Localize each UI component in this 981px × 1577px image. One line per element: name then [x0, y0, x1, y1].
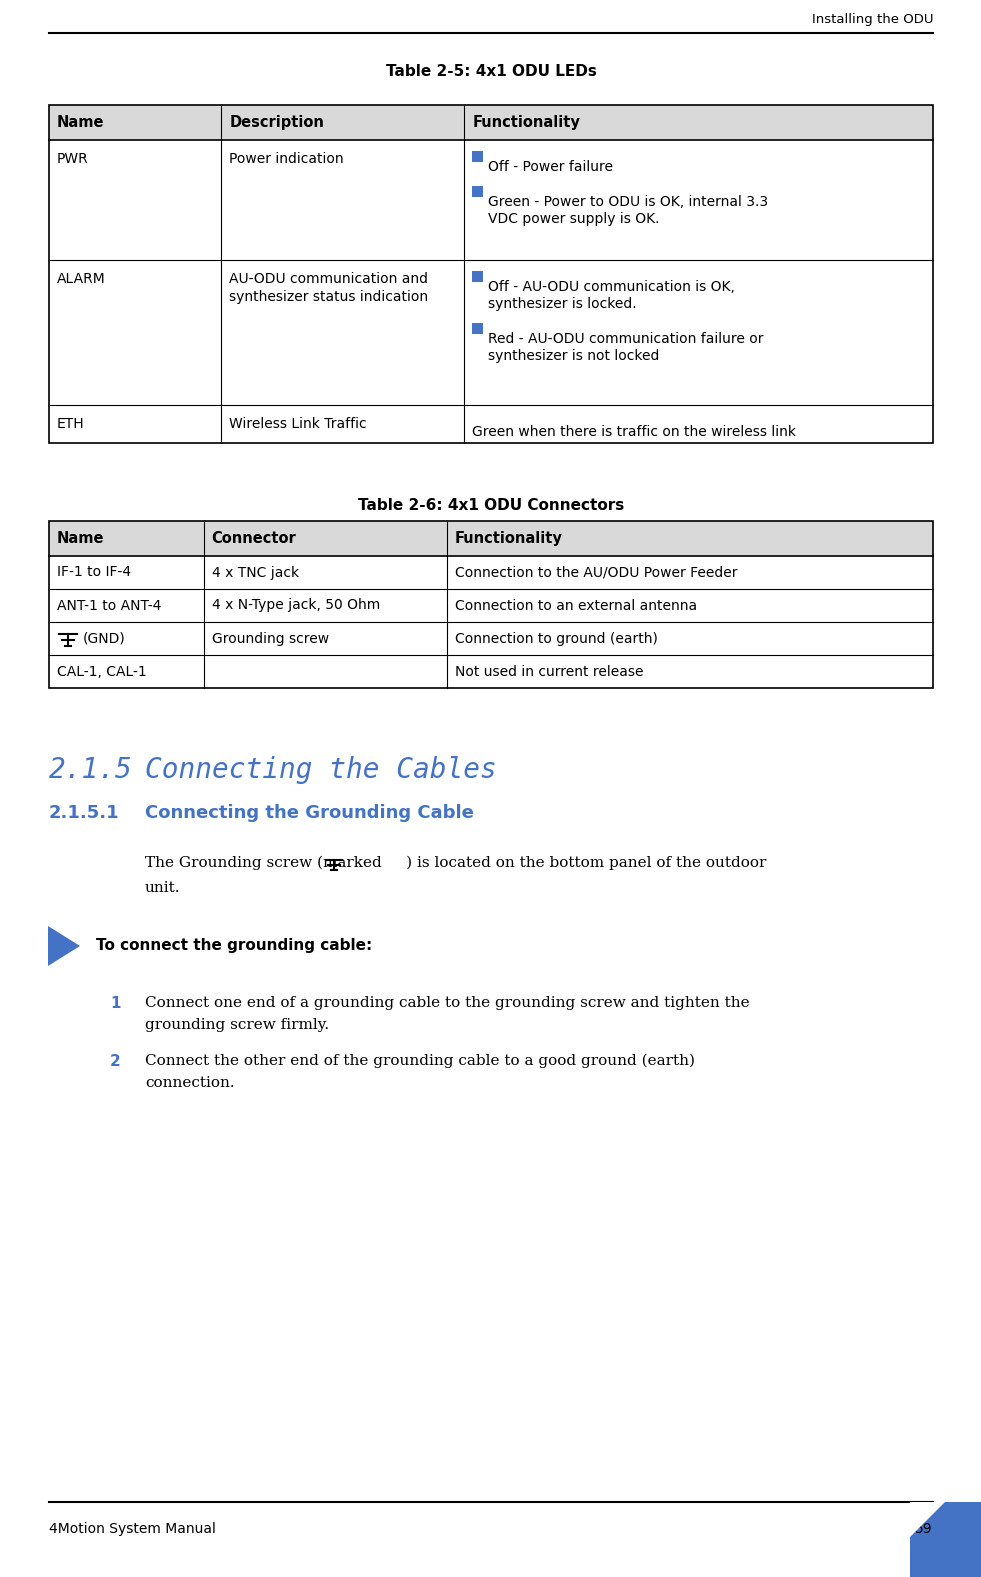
Text: Connection to ground (earth): Connection to ground (earth) [455, 631, 657, 645]
Text: 59: 59 [915, 1522, 933, 1536]
Text: 4 x TNC jack: 4 x TNC jack [212, 566, 299, 579]
Text: ETH: ETH [57, 416, 84, 431]
Text: Red - AU-ODU communication failure or: Red - AU-ODU communication failure or [489, 333, 764, 345]
Bar [49, 520, 933, 557]
Text: VDC power supply is OK.: VDC power supply is OK. [489, 211, 660, 226]
Polygon shape [48, 926, 80, 967]
Bar [910, 1501, 981, 1577]
Bar [49, 520, 933, 688]
Text: 4Motion System Manual: 4Motion System Manual [49, 1522, 216, 1536]
Text: 2: 2 [110, 1053, 121, 1069]
Text: Connecting the Cables: Connecting the Cables [145, 755, 496, 784]
Text: (GND): (GND) [83, 631, 126, 645]
Text: Functionality: Functionality [473, 115, 581, 129]
Text: Green when there is traffic on the wireless link: Green when there is traffic on the wirel… [473, 424, 797, 438]
Text: The Grounding screw (marked     ) is located on the bottom panel of the outdoor: The Grounding screw (marked ) is located… [145, 856, 766, 871]
Text: synthesizer is locked.: synthesizer is locked. [489, 296, 637, 311]
Text: Name: Name [57, 531, 105, 546]
Bar [473, 323, 484, 334]
Text: ANT-1 to ANT-4: ANT-1 to ANT-4 [57, 599, 162, 612]
Text: unit.: unit. [145, 882, 181, 896]
Bar [49, 106, 933, 443]
Bar [473, 186, 484, 197]
Text: Connection to the AU/ODU Power Feeder: Connection to the AU/ODU Power Feeder [455, 566, 738, 579]
Text: PWR: PWR [57, 151, 88, 166]
Text: Wireless Link Traffic: Wireless Link Traffic [230, 416, 367, 431]
Text: CAL-1, CAL-1: CAL-1, CAL-1 [57, 664, 147, 678]
Text: Connector: Connector [212, 531, 296, 546]
Text: Green - Power to ODU is OK, internal 3.3: Green - Power to ODU is OK, internal 3.3 [489, 196, 768, 210]
Text: IF-1 to IF-4: IF-1 to IF-4 [57, 566, 131, 579]
Text: 4 x N-Type jack, 50 Ohm: 4 x N-Type jack, 50 Ohm [212, 599, 380, 612]
Text: Connecting the Grounding Cable: Connecting the Grounding Cable [145, 804, 474, 822]
Text: connection.: connection. [145, 1076, 234, 1090]
Text: Connection to an external antenna: Connection to an external antenna [455, 599, 697, 612]
Text: 2.1.5.1: 2.1.5.1 [49, 804, 120, 822]
Bar [473, 271, 484, 282]
Text: grounding screw firmly.: grounding screw firmly. [145, 1019, 329, 1031]
Polygon shape [910, 1501, 945, 1538]
Text: Off - Power failure: Off - Power failure [489, 159, 613, 173]
Text: Functionality: Functionality [455, 531, 563, 546]
Text: Not used in current release: Not used in current release [455, 664, 644, 678]
Text: Off - AU-ODU communication is OK,: Off - AU-ODU communication is OK, [489, 281, 736, 293]
Text: Description: Description [230, 115, 325, 129]
Text: AU-ODU communication and: AU-ODU communication and [230, 271, 429, 285]
Text: Connect one end of a grounding cable to the grounding screw and tighten the: Connect one end of a grounding cable to … [145, 997, 749, 1009]
Text: Connect the other end of the grounding cable to a good ground (earth): Connect the other end of the grounding c… [145, 1053, 695, 1068]
Text: ALARM: ALARM [57, 271, 106, 285]
Text: To connect the grounding cable:: To connect the grounding cable: [96, 938, 372, 953]
Text: Name: Name [57, 115, 105, 129]
Text: Power indication: Power indication [230, 151, 344, 166]
Text: Table 2-6: 4x1 ODU Connectors: Table 2-6: 4x1 ODU Connectors [358, 497, 624, 513]
Bar [473, 151, 484, 162]
Text: Grounding screw: Grounding screw [212, 631, 329, 645]
Text: synthesizer is not locked: synthesizer is not locked [489, 349, 660, 363]
Text: synthesizer status indication: synthesizer status indication [230, 290, 429, 304]
Text: 2.1.5: 2.1.5 [49, 755, 132, 784]
Text: 1: 1 [110, 997, 121, 1011]
Bar [49, 106, 933, 140]
Text: Table 2-5: 4x1 ODU LEDs: Table 2-5: 4x1 ODU LEDs [386, 65, 596, 79]
Text: Installing the ODU: Installing the ODU [811, 14, 933, 27]
